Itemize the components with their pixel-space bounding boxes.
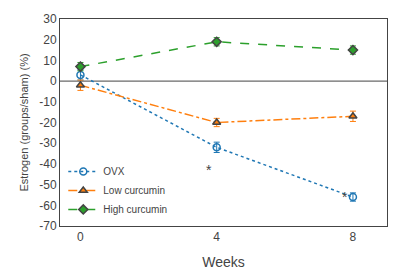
svg-text:-10: -10 xyxy=(39,95,57,109)
svg-text:30: 30 xyxy=(43,12,57,26)
svg-text:8: 8 xyxy=(350,230,357,244)
svg-text:*: * xyxy=(342,189,348,205)
svg-text:-30: -30 xyxy=(39,136,57,150)
svg-text:Estrogen (groups/sham) (%): Estrogen (groups/sham) (%) xyxy=(18,53,30,191)
svg-text:*: * xyxy=(206,162,212,178)
svg-text:0: 0 xyxy=(50,74,57,88)
svg-text:Weeks: Weeks xyxy=(202,254,245,270)
svg-text:4: 4 xyxy=(213,230,220,244)
svg-text:High curcumin: High curcumin xyxy=(103,204,167,215)
svg-text:-40: -40 xyxy=(39,157,57,171)
svg-text:0: 0 xyxy=(77,230,84,244)
svg-text:20: 20 xyxy=(43,33,57,47)
svg-text:-20: -20 xyxy=(39,116,57,130)
svg-text:-60: -60 xyxy=(39,199,57,213)
svg-text:10: 10 xyxy=(43,54,57,68)
svg-text:-50: -50 xyxy=(39,178,57,192)
svg-text:OVX: OVX xyxy=(103,166,124,177)
svg-text:-70: -70 xyxy=(39,219,57,233)
svg-text:Low curcumin: Low curcumin xyxy=(103,185,165,196)
